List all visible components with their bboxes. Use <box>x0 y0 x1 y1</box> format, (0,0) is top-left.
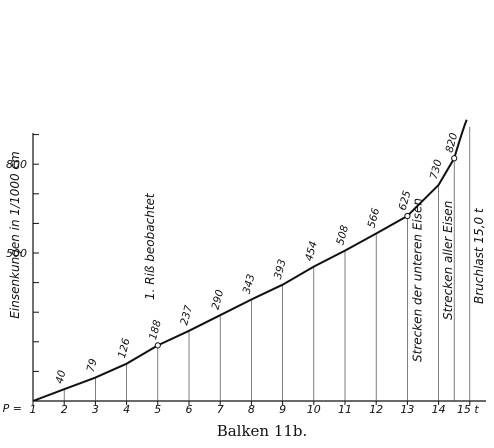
data-label: 188 <box>147 318 164 341</box>
y-tick-label: 800 <box>6 158 27 171</box>
drop-lines <box>63 127 471 401</box>
data-label: 508 <box>334 224 351 247</box>
x-tick-label: 5 <box>154 403 161 416</box>
annotation: Strecken der unteren Eisen <box>410 198 424 362</box>
curve-group <box>32 119 468 402</box>
data-label: 625 <box>397 189 414 212</box>
data-label: 343 <box>241 273 258 295</box>
annotation: 1. Riß beobachtet <box>143 192 157 300</box>
annotation: Bruchlast 15,0 t <box>472 207 486 304</box>
x-tick-label: 14 <box>432 403 446 416</box>
x-tick-label: 7 <box>217 403 224 416</box>
data-label: 393 <box>272 258 289 280</box>
x-tick-label: 4 <box>123 403 130 416</box>
x-tick-label: 8 <box>248 403 255 416</box>
point-marker <box>404 212 411 220</box>
y-tick-label: 500 <box>6 247 27 260</box>
data-label: 454 <box>303 240 320 262</box>
x-axis-prefix: P = <box>3 402 22 415</box>
x-tick-label: 6 <box>186 403 193 416</box>
x-tick-label: 9 <box>279 403 286 416</box>
value-labels: 40 79 126 188 237 290 343 393 454 508 566 625 730 820 <box>54 131 461 385</box>
x-tick-label: 12 <box>369 403 383 416</box>
data-label: 290 <box>210 288 227 311</box>
x-tick-label: 3 <box>92 403 99 416</box>
annotation: Strecken aller Eisen <box>441 201 455 320</box>
data-label: 566 <box>366 207 383 230</box>
data-label: 730 <box>428 158 445 181</box>
data-label: 79 <box>85 357 100 373</box>
x-tick-label: 2 <box>61 403 68 416</box>
x-tick-label: 13 <box>400 403 414 416</box>
data-label: 820 <box>444 131 461 154</box>
data-label: 237 <box>178 304 195 327</box>
annotations: 1. Riß beobachtet Strecken der unteren Ei… <box>143 192 486 362</box>
data-label: 40 <box>54 369 69 385</box>
x-tick-label: 11 <box>338 403 352 416</box>
x-tick-label: 10 <box>307 403 321 416</box>
data-label: 126 <box>116 337 133 360</box>
point-marker <box>154 342 161 349</box>
y-axis-label: Einsenkungen in 1/1000 cm <box>8 151 22 318</box>
chart-title: Balken 11b. <box>217 422 308 440</box>
series-line <box>32 119 468 402</box>
point-marker <box>451 155 458 162</box>
x-tick-label: 1 <box>30 403 37 416</box>
x-tick-label: 15 t <box>457 403 479 416</box>
